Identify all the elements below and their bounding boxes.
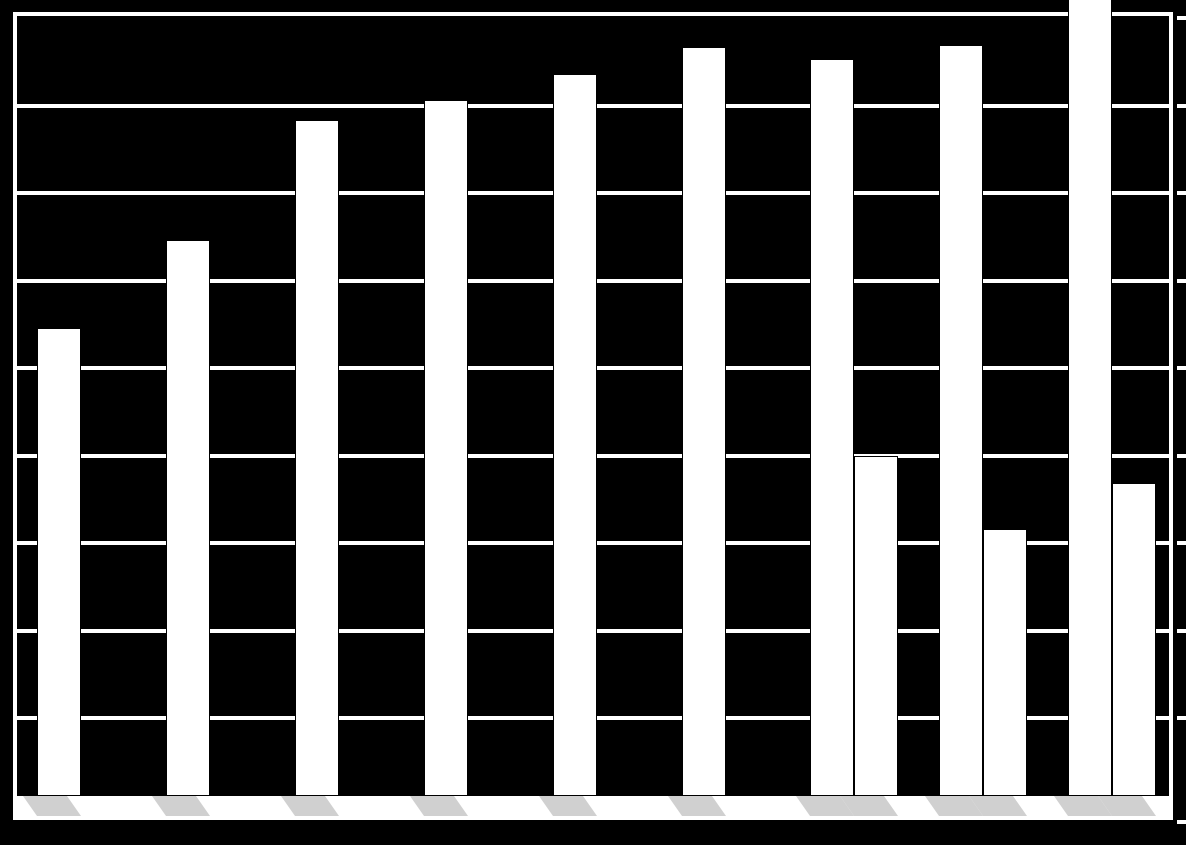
y-tick bbox=[1177, 366, 1186, 370]
bar-primary bbox=[37, 328, 81, 796]
y-tick bbox=[1177, 279, 1186, 283]
y-tick bbox=[1177, 820, 1186, 824]
bar-primary bbox=[810, 59, 854, 796]
y-tick bbox=[1177, 104, 1186, 108]
bar-primary bbox=[166, 240, 210, 796]
bar-primary bbox=[295, 120, 339, 796]
bar-primary bbox=[424, 100, 468, 796]
y-tick bbox=[1177, 716, 1186, 720]
y-tick bbox=[1177, 629, 1186, 633]
y-tick bbox=[1177, 541, 1186, 545]
y-tick bbox=[1177, 191, 1186, 195]
y-tick bbox=[1177, 16, 1186, 20]
bar-secondary bbox=[854, 456, 898, 796]
bar-chart bbox=[13, 12, 1173, 820]
bar-primary bbox=[553, 74, 597, 796]
y-tick bbox=[1177, 454, 1186, 458]
bar-secondary bbox=[1112, 483, 1156, 796]
bar-primary bbox=[939, 45, 983, 796]
bar-primary bbox=[682, 47, 726, 796]
bar-primary bbox=[1068, 0, 1112, 796]
bar-secondary bbox=[983, 529, 1027, 796]
